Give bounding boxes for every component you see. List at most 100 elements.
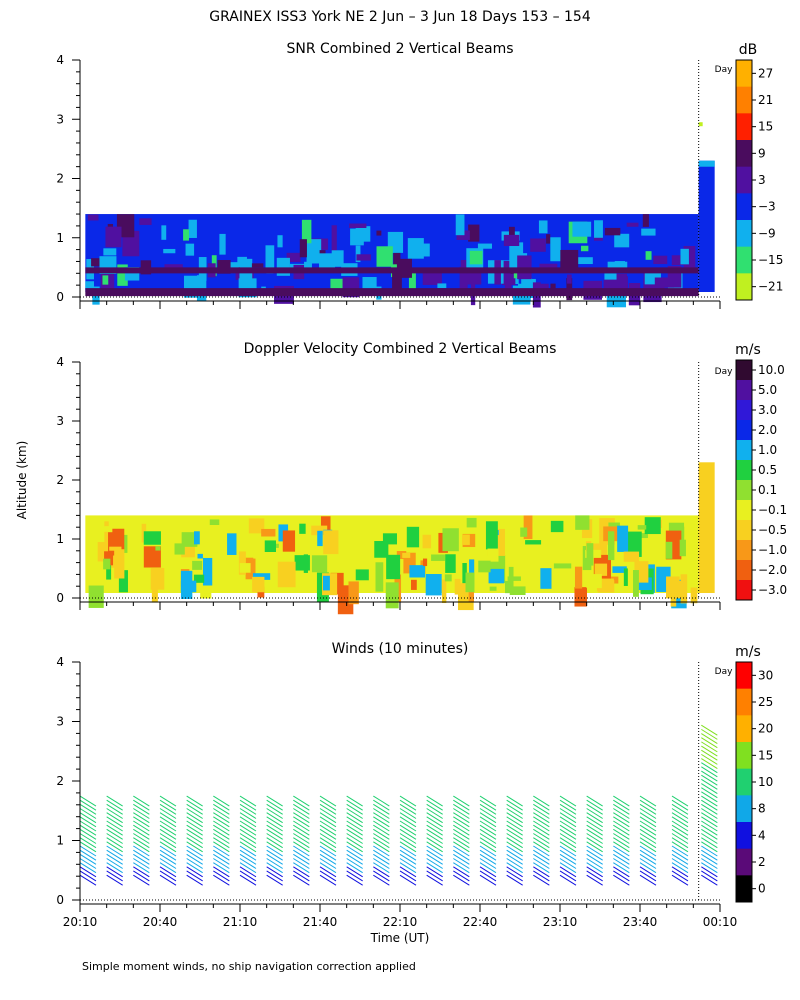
wind-barb (426, 828, 443, 840)
wind-barb (559, 853, 577, 865)
wind-barb (239, 862, 257, 874)
colorbar-tick-label: 15 (758, 748, 773, 762)
y-tick-label: 2 (56, 774, 64, 788)
wind-barb (346, 799, 363, 811)
wind-barb (701, 874, 718, 886)
wind-barb (106, 820, 123, 832)
wind-barb (639, 816, 657, 828)
vel-cell (311, 555, 328, 573)
wind-barb (639, 803, 657, 815)
colorbar-swatch (736, 400, 752, 421)
wind-barb (106, 833, 123, 844)
vel-cell (406, 526, 420, 548)
wind-barb (453, 833, 470, 844)
vel-cell (540, 568, 552, 589)
vel-cell (192, 560, 203, 570)
wind-barb (346, 833, 363, 844)
colorbar-tick-label: −1.0 (758, 543, 787, 557)
wind-barb (186, 841, 203, 853)
wind-barb (639, 845, 657, 857)
vel-cell (485, 521, 498, 550)
vel-cell (143, 546, 161, 568)
wind-barb (106, 828, 123, 840)
wind-barb (671, 858, 689, 869)
wind-barb (293, 870, 310, 882)
wind-barb (559, 808, 577, 819)
plot-area (85, 462, 715, 615)
colorbar-swatch (736, 540, 752, 561)
vel-cell (291, 530, 305, 537)
wind-barb (79, 853, 97, 865)
wind-barb (159, 858, 177, 869)
snr-band (85, 288, 699, 297)
wind-barb (319, 808, 337, 819)
wind-barb (373, 849, 390, 861)
snr-cell (653, 255, 668, 265)
x-axis-label: Time (UT) (370, 931, 430, 945)
wind-barb (586, 808, 603, 819)
wind-barb (559, 874, 577, 886)
vel-cell (320, 516, 331, 532)
wind-barb (453, 824, 470, 836)
colorbar-swatch (736, 688, 752, 716)
wind-barb (671, 803, 689, 815)
snr-cell (304, 261, 312, 272)
vel-cell (181, 545, 195, 558)
wind-barb (399, 824, 417, 836)
colorbar-swatch (736, 360, 752, 381)
wind-barb (533, 853, 550, 865)
wind-barb (586, 837, 603, 849)
wind-barb (373, 858, 390, 869)
wind-barb (106, 824, 123, 836)
wind-barb (186, 845, 203, 857)
wind-barb (613, 862, 630, 874)
vel-cell (509, 586, 526, 595)
wind-barb (533, 820, 550, 832)
colorbar-swatch (736, 662, 752, 690)
wind-barb (373, 808, 390, 819)
wind-barb (426, 866, 443, 878)
snr-cell (437, 283, 447, 289)
vel-cell (94, 519, 105, 542)
wind-barb (613, 849, 630, 861)
wind-barb (479, 862, 497, 874)
wind-barb (186, 808, 203, 819)
wind-barb (533, 795, 550, 807)
wind-barb (426, 870, 443, 882)
vel-cell (431, 554, 445, 561)
colorbar-swatch (736, 795, 752, 823)
wind-barb (586, 841, 603, 853)
wind-barb (373, 853, 390, 865)
wind-barb (479, 816, 497, 828)
vel-cell (574, 587, 587, 607)
colorbar-tick-label: −0.5 (758, 523, 787, 537)
wind-barb (533, 824, 550, 836)
wind-barb (426, 858, 443, 869)
wind-barb (701, 803, 718, 815)
wind-barb (701, 733, 718, 744)
colorbar-swatch (736, 420, 752, 441)
wind-barb (399, 816, 417, 828)
wind-barb (506, 824, 523, 836)
colorbar-tick-label: 1.0 (758, 443, 777, 457)
wind-barb (506, 858, 523, 869)
wind-barb (426, 803, 443, 815)
wind-barb (479, 803, 497, 815)
wind-barb (506, 812, 523, 824)
snr-cell (416, 243, 430, 257)
wind-barb (133, 828, 150, 840)
colorbar-tick-label: 30 (758, 668, 773, 682)
colorbar-swatch (736, 560, 752, 581)
panel-title: SNR Combined 2 Vertical Beams (286, 41, 513, 57)
wind-barb (346, 841, 363, 853)
wind-barb (453, 808, 470, 819)
snr-cell (183, 229, 189, 241)
wind-barb (266, 870, 283, 882)
vel-cell (680, 574, 688, 604)
wind-barb (319, 853, 337, 865)
wind-barb (319, 870, 337, 882)
wind-barb (186, 816, 203, 828)
wind-barb (701, 728, 718, 740)
colorbar-swatch (736, 480, 752, 501)
wind-barb (613, 828, 630, 840)
